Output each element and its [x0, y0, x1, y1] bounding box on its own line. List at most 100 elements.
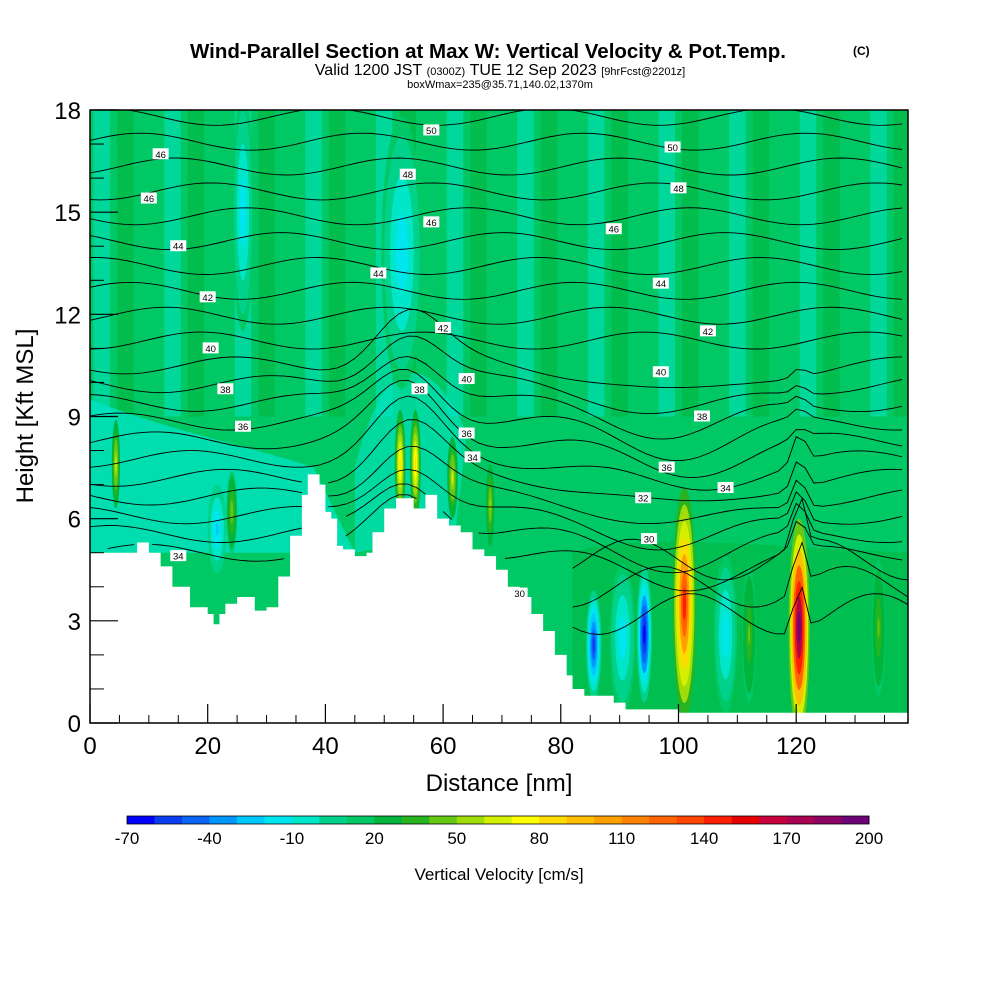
field-column	[446, 110, 464, 417]
theta-contour	[90, 379, 903, 479]
theta-label: 38	[220, 385, 231, 396]
theta-label: 40	[461, 375, 472, 386]
theta-contour	[90, 468, 903, 551]
theta-label-bg	[170, 550, 187, 562]
theta-contour	[90, 395, 903, 491]
copyright-mark: (C)	[853, 44, 870, 58]
theta-contour	[123, 110, 903, 126]
theta-contour	[90, 368, 903, 462]
x-tick-label: 40	[312, 733, 339, 760]
theta-label: 38	[414, 385, 425, 396]
colorbar-tick-label: 200	[855, 829, 883, 848]
field-column	[211, 110, 228, 417]
theta-contour	[90, 207, 903, 226]
field-column	[564, 110, 581, 417]
theta-label: 42	[703, 327, 714, 338]
theta-label-bg	[699, 325, 716, 337]
theta-label-bg	[423, 124, 440, 136]
theta-label: 46	[144, 194, 155, 205]
colorbar-swatch	[264, 816, 293, 824]
theta-label-bg	[370, 267, 387, 279]
colorbar-tick-label: -70	[115, 829, 140, 848]
theta-label-bg	[411, 383, 428, 395]
theta-label: 44	[656, 279, 667, 290]
y-axis-label: Height [Kft MSL]	[12, 329, 39, 504]
colorbar-tick-label: 50	[447, 829, 466, 848]
theta-label: 42	[202, 293, 213, 304]
theta-label-bg	[658, 461, 675, 473]
theta-label: 36	[661, 463, 672, 474]
x-tick-label: 120	[776, 733, 816, 760]
field-column	[493, 110, 511, 417]
theta-label: 40	[656, 368, 667, 379]
colorbar-swatch	[594, 816, 623, 824]
field-column	[540, 110, 558, 417]
colorbar-frame	[126, 815, 870, 825]
field-column	[870, 110, 887, 417]
theta-contour	[90, 182, 903, 201]
valid-time-line: Valid 1200 JST (0300Z) TUE 12 Sep 2023 […	[315, 62, 685, 79]
theta-label-bg	[641, 533, 658, 545]
y-tick-label: 9	[68, 405, 81, 432]
colorbar-label: Vertical Velocity [cm/s]	[414, 865, 583, 884]
field-column	[846, 110, 864, 417]
colorbar-tick-label: 20	[365, 829, 384, 848]
theta-contour	[90, 257, 903, 275]
updraft-cell	[797, 612, 801, 644]
colorbar: -70 -40 -10 20 50 80 110 140 170 200	[115, 815, 883, 848]
colorbar-swatch	[676, 816, 705, 824]
field-column	[776, 110, 793, 417]
updraft-cell	[414, 456, 417, 472]
y-tick-label: 12	[54, 302, 81, 329]
field-region	[572, 541, 908, 713]
x-tick-label: 100	[658, 733, 698, 760]
field-column	[93, 110, 111, 417]
theta-label-bg	[670, 182, 687, 194]
chart-title: Wind-Parallel Section at Max W: Vertical…	[190, 40, 786, 63]
theta-contour	[90, 335, 903, 415]
colorbar-swatch	[127, 816, 155, 824]
theta-label-bg	[399, 168, 416, 180]
theta-contour	[90, 419, 903, 502]
x-tick-label: 60	[430, 733, 457, 760]
field-column	[752, 110, 770, 417]
colorbar-swatch	[429, 816, 458, 824]
y-tick-label: 3	[68, 609, 81, 636]
theta-label: 34	[173, 552, 184, 563]
terrain	[90, 474, 908, 723]
theta-contour	[572, 541, 908, 608]
colorbar-swatch	[346, 816, 375, 824]
theta-label-bg	[511, 587, 528, 599]
downdraft-cell	[723, 623, 728, 646]
theta-label: 46	[426, 218, 437, 229]
theta-label-bg	[217, 383, 234, 395]
theta-label: 44	[173, 242, 184, 253]
y-tick-label: 18	[54, 98, 81, 125]
updraft-cell	[399, 456, 401, 472]
updraft-cell	[489, 499, 491, 511]
y-tick-label: 0	[68, 711, 81, 738]
field-column	[328, 110, 346, 417]
colorbar-swatch	[374, 816, 403, 824]
field-column	[140, 110, 158, 417]
theta-label-bg	[423, 216, 440, 228]
updraft-cell	[115, 457, 117, 471]
downdraft-cell	[215, 522, 219, 536]
updraft-cell	[682, 587, 687, 621]
theta-label-bg	[435, 321, 452, 333]
updraft-cell	[877, 617, 880, 638]
x-axis-label: Distance [nm]	[426, 770, 573, 797]
theta-label: 48	[402, 170, 413, 181]
theta-contour	[90, 331, 903, 350]
colorbar-tick-label: 110	[608, 829, 635, 848]
y-tick-label: 15	[54, 200, 81, 227]
field-region	[90, 399, 355, 553]
colorbar-swatch	[759, 816, 787, 824]
theta-label-bg	[605, 223, 622, 235]
theta-label: 30	[644, 535, 655, 546]
colorbar-tick-label: -40	[197, 829, 222, 848]
theta-contour	[572, 586, 908, 635]
colorbar-swatch	[484, 816, 513, 824]
